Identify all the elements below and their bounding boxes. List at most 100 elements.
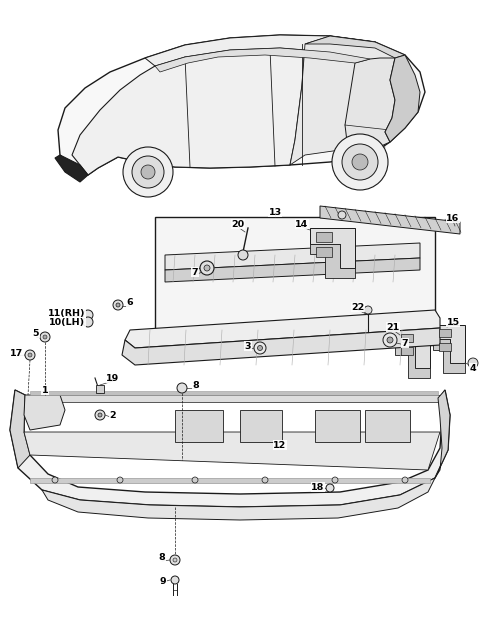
Circle shape: [83, 310, 93, 320]
Text: 11(RH): 11(RH): [48, 308, 86, 318]
Circle shape: [95, 410, 105, 420]
Text: 19: 19: [107, 373, 120, 383]
Circle shape: [352, 154, 368, 170]
Circle shape: [204, 265, 210, 271]
Circle shape: [332, 134, 388, 190]
Polygon shape: [345, 58, 395, 158]
Text: 2: 2: [110, 410, 116, 420]
Polygon shape: [165, 258, 420, 282]
Polygon shape: [24, 395, 65, 430]
Bar: [30, 391, 438, 395]
Polygon shape: [395, 344, 430, 378]
Text: 7: 7: [402, 339, 408, 347]
Bar: [439, 329, 451, 337]
Circle shape: [113, 300, 123, 310]
Bar: [401, 334, 413, 342]
Bar: [439, 343, 451, 351]
Polygon shape: [10, 390, 450, 507]
Text: 5: 5: [33, 329, 39, 337]
Bar: [30, 478, 430, 483]
Polygon shape: [58, 35, 425, 175]
Polygon shape: [155, 48, 370, 72]
Circle shape: [117, 477, 123, 483]
Circle shape: [200, 261, 214, 275]
Polygon shape: [122, 328, 440, 365]
Circle shape: [342, 144, 378, 180]
Polygon shape: [290, 36, 395, 165]
Text: 8: 8: [192, 381, 199, 389]
Polygon shape: [72, 44, 305, 175]
Circle shape: [123, 147, 173, 197]
Text: 3: 3: [245, 342, 251, 350]
Text: 4: 4: [470, 363, 476, 373]
Bar: [401, 347, 413, 355]
Polygon shape: [435, 390, 450, 478]
Text: 14: 14: [295, 220, 309, 228]
Polygon shape: [42, 478, 435, 520]
Circle shape: [25, 350, 35, 360]
Circle shape: [116, 303, 120, 307]
Circle shape: [171, 576, 179, 584]
Text: 1: 1: [42, 386, 48, 394]
Circle shape: [173, 558, 177, 562]
Polygon shape: [310, 228, 355, 268]
Text: 21: 21: [386, 322, 400, 332]
Text: 7: 7: [192, 267, 198, 277]
Circle shape: [83, 317, 93, 327]
Circle shape: [364, 306, 372, 314]
Bar: [96, 385, 104, 393]
Circle shape: [257, 345, 263, 350]
Circle shape: [28, 353, 32, 357]
Polygon shape: [305, 36, 405, 58]
Text: 22: 22: [351, 303, 365, 311]
Circle shape: [387, 337, 393, 343]
Bar: [365, 410, 410, 442]
Circle shape: [262, 477, 268, 483]
Polygon shape: [320, 206, 460, 234]
Bar: [315, 410, 360, 442]
Circle shape: [132, 156, 164, 188]
Text: 12: 12: [274, 441, 287, 449]
Circle shape: [338, 211, 346, 219]
Bar: [175, 410, 223, 442]
Polygon shape: [433, 325, 465, 363]
Text: 18: 18: [312, 482, 324, 491]
Bar: [316, 232, 332, 242]
Circle shape: [192, 477, 198, 483]
Circle shape: [177, 383, 187, 393]
Text: 9: 9: [160, 576, 166, 586]
Text: 13: 13: [268, 207, 282, 217]
Circle shape: [383, 333, 397, 347]
Polygon shape: [145, 35, 395, 66]
Text: 17: 17: [11, 348, 24, 358]
Circle shape: [468, 358, 478, 368]
Circle shape: [170, 555, 180, 565]
Text: 16: 16: [446, 214, 460, 222]
Polygon shape: [25, 395, 440, 402]
Text: 10(LH): 10(LH): [49, 318, 85, 326]
Text: 15: 15: [446, 318, 459, 326]
Circle shape: [402, 477, 408, 483]
Circle shape: [326, 484, 334, 492]
Polygon shape: [310, 244, 355, 278]
Polygon shape: [165, 243, 420, 270]
Polygon shape: [125, 310, 440, 348]
Polygon shape: [55, 155, 88, 182]
Bar: [316, 247, 332, 257]
Circle shape: [141, 165, 155, 179]
Bar: [155, 217, 435, 345]
Circle shape: [332, 477, 338, 483]
Text: 8: 8: [158, 553, 166, 563]
Text: 6: 6: [127, 298, 133, 306]
Polygon shape: [433, 339, 465, 373]
Circle shape: [98, 413, 102, 417]
Circle shape: [43, 335, 47, 339]
Circle shape: [40, 332, 50, 342]
Bar: [240, 410, 282, 442]
Circle shape: [254, 342, 266, 354]
Polygon shape: [10, 390, 30, 468]
Text: 20: 20: [231, 220, 245, 228]
Polygon shape: [395, 330, 430, 368]
Circle shape: [52, 477, 58, 483]
Circle shape: [238, 250, 248, 260]
